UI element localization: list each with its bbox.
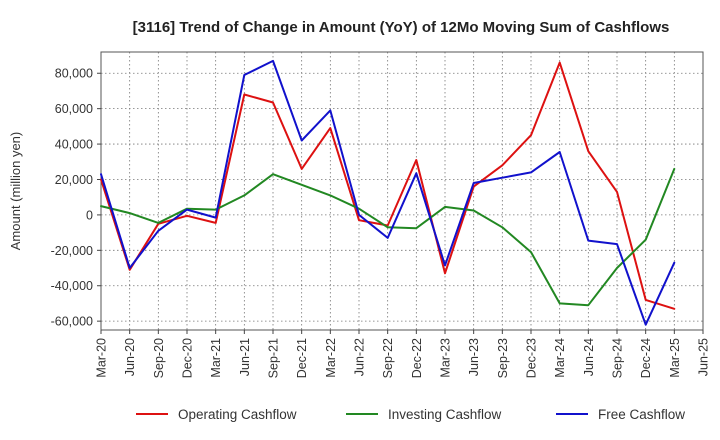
x-tick-label: Dec-21: [295, 338, 309, 378]
x-tick-label: Dec-23: [525, 338, 539, 378]
legend: Operating Cashflow Investing Cashflow Free…: [136, 407, 685, 422]
series-line-free-cashflow: [100, 59, 676, 326]
y-tick-label: 60,000: [55, 102, 93, 116]
x-tick-label: Mar-22: [324, 338, 338, 378]
y-tick-label: -60,000: [51, 315, 93, 329]
x-tick-label: Mar-25: [668, 338, 682, 378]
x-tick-label: Jun-21: [238, 338, 252, 376]
x-tick-label: Jun-23: [467, 338, 481, 376]
plot-area: -60,000 -40,000 -20,000 0 20,000 40,000 60,000…: [51, 51, 711, 378]
y-tick-label: -40,000: [51, 279, 93, 293]
x-tick-label: Mar-21: [209, 338, 223, 378]
y-axis-label: Amount (million yen): [8, 132, 23, 251]
plot-frame: [100, 51, 704, 331]
y-tick-label: 40,000: [55, 138, 93, 152]
x-tick-label: Dec-24: [639, 338, 653, 378]
x-tick-label: Mar-24: [553, 338, 567, 378]
x-tick-label: Mar-20: [95, 338, 109, 378]
x-tick-label: Sep-22: [381, 338, 395, 378]
x-tick-label: Sep-24: [611, 338, 625, 378]
y-tick-label: 80,000: [55, 67, 93, 81]
chart-title: [3116] Trend of Change in Amount (YoY) o…: [133, 19, 670, 36]
legend-label-free-cashflow: Free Cashflow: [598, 407, 685, 422]
y-tick-label: 20,000: [55, 173, 93, 187]
x-tick-label: Dec-22: [410, 338, 424, 378]
legend-label-operating-cashflow: Operating Cashflow: [178, 407, 297, 422]
y-tick-label: 0: [86, 208, 93, 222]
series-line-operating-cashflow: [100, 61, 676, 310]
x-tick-label: Jun-20: [123, 338, 137, 376]
x-tick-label: Jun-24: [582, 338, 596, 376]
x-tick-label: Dec-20: [181, 338, 195, 378]
legend-label-investing-cashflow: Investing Cashflow: [388, 407, 502, 422]
x-tick-label: Sep-23: [496, 338, 510, 378]
y-tick-label: -20,000: [51, 244, 93, 258]
x-tick-label: Sep-21: [267, 338, 281, 378]
x-tick-label: Jun-22: [353, 338, 367, 376]
series-line-investing-cashflow: [100, 167, 676, 307]
x-tick-label: Jun-25: [697, 338, 711, 376]
x-tick-label: Sep-20: [152, 338, 166, 378]
x-tick-label: Mar-23: [439, 338, 453, 378]
